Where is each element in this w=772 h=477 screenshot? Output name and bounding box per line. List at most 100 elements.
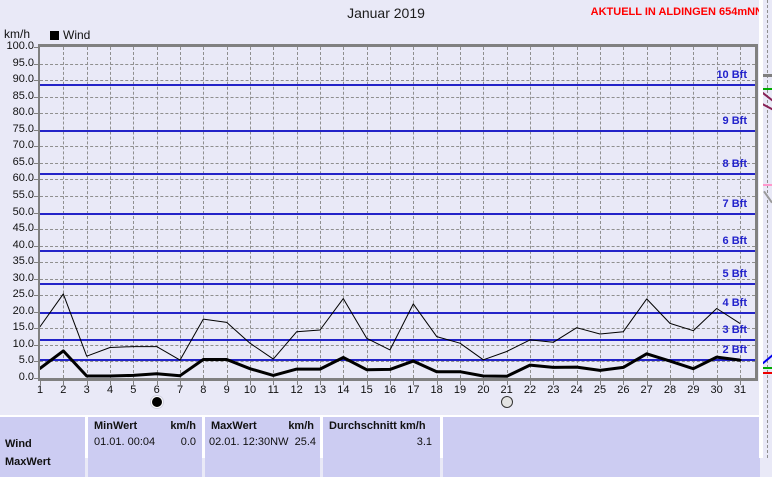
x-tick-label: 26 xyxy=(617,384,630,396)
beaufort-line xyxy=(40,130,755,133)
beaufort-line xyxy=(40,84,755,87)
y-tick-label: 65.0 xyxy=(12,155,34,168)
y-tick xyxy=(34,146,38,148)
y-tick xyxy=(34,195,38,197)
x-tick-label: 2 xyxy=(60,384,67,396)
y-tick-label: 85.0 xyxy=(12,89,34,102)
y-tick xyxy=(34,162,38,164)
x-tick-label: 23 xyxy=(547,384,560,396)
sliver-red-line xyxy=(763,372,772,374)
x-tick xyxy=(390,381,391,385)
value-gridline xyxy=(40,96,755,98)
x-tick xyxy=(110,381,111,385)
beaufort-label: 10 Bft xyxy=(716,69,747,82)
footer-table: Wind MaxWert MinWert km/h 01.01. 00:04 0… xyxy=(0,415,760,477)
x-tick xyxy=(343,381,345,385)
y-tick xyxy=(34,47,38,48)
minwert-value: 0.0 xyxy=(180,436,196,448)
x-tick xyxy=(646,381,648,385)
plot-area: 2 Bft 3 Bft 4 Bft 5 Bft 6 Bft 7 Bft 8 Bft 9 Bft… xyxy=(40,47,755,378)
wind-average-thick-line xyxy=(40,349,742,378)
legend-label: Wind xyxy=(63,28,91,42)
x-tick-label: 12 xyxy=(290,384,303,396)
minwert-datetime: 01.01. 00:04 xyxy=(94,436,156,448)
x-tick-label: 1 xyxy=(36,384,44,396)
x-tick-label: 18 xyxy=(430,384,443,396)
x-tick-label: 19 xyxy=(453,384,467,396)
x-tick xyxy=(320,381,321,385)
y-tick-label: 55.0 xyxy=(12,188,34,201)
footer-maxwert-cell: MaxWert km/h 02.01. 12:30NW 25.4 xyxy=(205,417,320,477)
x-tick xyxy=(670,381,671,385)
y-tick xyxy=(34,262,38,264)
x-tick-label: 15 xyxy=(360,384,373,396)
x-tick-label: 13 xyxy=(313,384,327,396)
value-gridline xyxy=(40,262,755,264)
beaufort-line xyxy=(40,173,755,176)
x-tick xyxy=(600,381,601,385)
value-gridline xyxy=(40,344,755,346)
beaufort-label: 8 Bft xyxy=(722,158,747,171)
sliver-border xyxy=(763,74,772,77)
x-tick-label: 30 xyxy=(710,384,723,396)
x-tick xyxy=(203,381,205,385)
y-tick-label: 35.0 xyxy=(12,255,34,268)
value-gridline xyxy=(40,229,755,231)
y-tick xyxy=(34,344,38,346)
y-tick-label: 20.0 xyxy=(12,304,34,317)
panel-gap xyxy=(759,0,763,458)
beaufort-line xyxy=(40,213,755,216)
y-tick xyxy=(34,278,38,280)
y-tick xyxy=(34,179,38,181)
minwert-unit: km/h xyxy=(170,420,196,432)
x-tick-label: 3 xyxy=(83,384,90,396)
y-tick xyxy=(34,361,38,363)
value-gridline xyxy=(40,245,755,247)
sliver-gridline xyxy=(767,0,768,458)
y-axis-unit-label: km/h xyxy=(4,27,31,41)
station-banner: AKTUELL IN ALDINGEN 654mNN xyxy=(590,6,763,18)
y-tick-label: 45.0 xyxy=(12,222,34,235)
x-tick xyxy=(156,381,158,385)
y-tick xyxy=(34,212,38,214)
footer-row-label-wind: Wind xyxy=(5,438,32,450)
x-tick-label: 28 xyxy=(663,384,677,396)
value-gridline xyxy=(40,113,755,115)
x-tick xyxy=(436,381,438,385)
beaufort-label: 4 Bft xyxy=(722,297,747,310)
value-gridline xyxy=(40,80,755,82)
y-tick-label: 10.0 xyxy=(12,337,34,350)
x-tick xyxy=(296,381,298,385)
x-tick xyxy=(460,381,461,385)
y-tick xyxy=(34,129,38,131)
value-gridline xyxy=(40,278,755,280)
new-moon-icon xyxy=(150,396,163,408)
minwert-header: MinWert xyxy=(94,420,138,432)
y-tick-label: 30.0 xyxy=(12,271,34,284)
beaufort-line xyxy=(40,358,755,361)
durchschnitt-header: Durchschnitt km/h xyxy=(329,420,426,432)
maxwert-header: MaxWert xyxy=(211,420,257,432)
y-tick xyxy=(34,378,38,379)
x-tick xyxy=(133,381,135,385)
value-gridline xyxy=(40,179,755,181)
x-tick xyxy=(483,381,485,385)
value-gridline xyxy=(40,212,755,214)
y-tick-label: 100.0 xyxy=(6,40,34,52)
x-tick xyxy=(40,381,41,385)
x-tick xyxy=(693,381,695,385)
y-tick xyxy=(34,311,38,313)
x-tick-label: 27 xyxy=(640,384,653,396)
y-tick-label: 60.0 xyxy=(12,172,34,185)
footer-row-label-cell: Wind MaxWert xyxy=(0,417,85,477)
x-tick xyxy=(63,381,65,385)
x-tick-label: 6 xyxy=(153,384,160,396)
x-tick-label: 20 xyxy=(477,384,490,396)
x-tick-label: 7 xyxy=(176,384,184,396)
value-gridline xyxy=(40,328,755,330)
value-gridline xyxy=(40,162,755,164)
legend: Wind xyxy=(50,28,90,42)
x-tick xyxy=(716,381,718,385)
maxwert-value: 25.4 xyxy=(294,436,316,448)
x-tick xyxy=(623,381,625,385)
